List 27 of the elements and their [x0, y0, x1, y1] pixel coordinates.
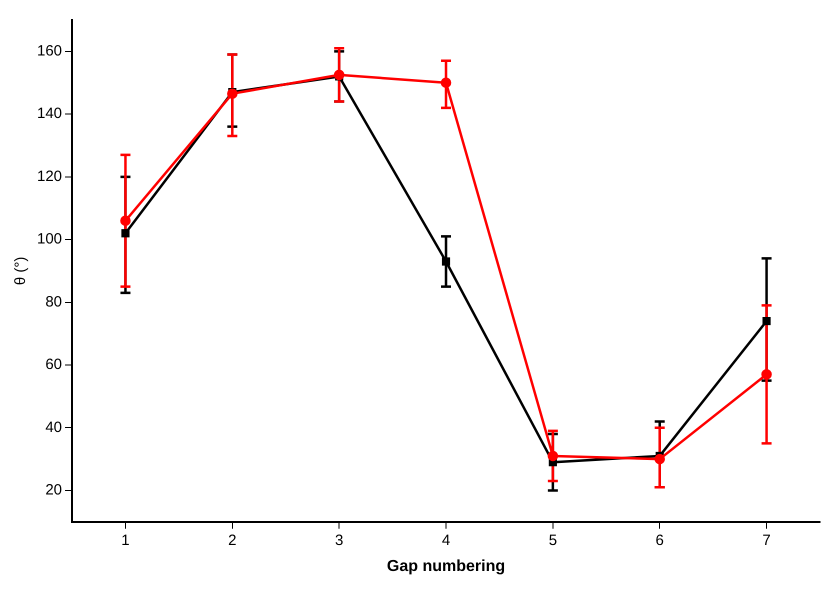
x-tick-label: 3: [334, 532, 344, 549]
x-tick-label: 6: [656, 532, 664, 549]
y-tick-label: 60: [45, 356, 62, 374]
y-axis-title: θ (°): [12, 256, 30, 286]
point: [121, 229, 130, 238]
point: [548, 450, 558, 462]
x-tick-label: 2: [228, 532, 236, 549]
point: [334, 70, 344, 80]
x-axis-title: Gap numbering: [386, 558, 506, 575]
point: [440, 77, 452, 88]
y-tick-label: 140: [36, 105, 62, 122]
y-tick-label: 120: [36, 168, 62, 185]
x-tick-label: 5: [548, 532, 558, 549]
y-tick-label: 40: [45, 418, 62, 436]
point: [762, 317, 771, 326]
point: [654, 454, 665, 464]
x-tick-label: 4: [442, 532, 450, 549]
point: [227, 88, 238, 99]
point: [120, 215, 131, 226]
y-tick-label: 80: [45, 293, 62, 310]
x-tick-label: 1: [121, 532, 130, 549]
y-tick-label: 20: [45, 482, 62, 499]
point: [761, 369, 772, 380]
point: [442, 257, 450, 266]
y-tick-label: 100: [36, 230, 62, 248]
y-tick-label: 160: [36, 42, 62, 60]
x-tick-label: 7: [762, 532, 771, 549]
